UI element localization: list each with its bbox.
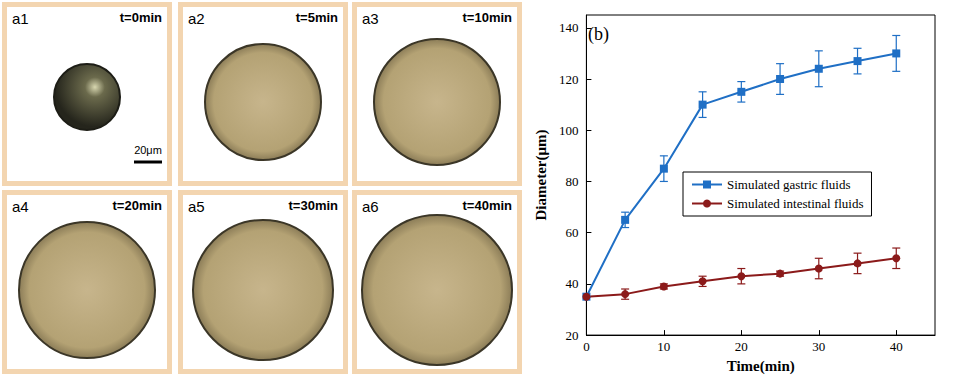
svg-text:(b): (b) [588,24,609,45]
svg-text:120: 120 [559,72,579,87]
svg-text:t=10min: t=10min [463,10,513,25]
svg-text:t=30min: t=30min [289,198,339,213]
svg-text:t=5min: t=5min [296,10,338,25]
svg-text:Time(min): Time(min) [727,358,795,375]
svg-text:10: 10 [657,339,670,354]
svg-text:t=40min: t=40min [463,198,513,213]
svg-text:Diameter(μm): Diameter(μm) [533,130,550,221]
svg-text:80: 80 [565,174,578,189]
svg-text:a6: a6 [362,198,379,215]
svg-text:a1: a1 [12,10,29,27]
svg-text:40: 40 [890,339,903,354]
svg-text:60: 60 [565,225,578,240]
svg-text:t=0min: t=0min [120,10,162,25]
svg-text:30: 30 [812,339,825,354]
svg-text:20: 20 [565,328,578,343]
svg-text:Simulated intestinal fluids: Simulated intestinal fluids [727,196,864,211]
svg-text:a4: a4 [12,198,29,215]
svg-text:40: 40 [565,276,578,291]
svg-text:20μm: 20μm [134,144,162,156]
svg-text:a2: a2 [188,10,205,27]
svg-text:20: 20 [735,339,748,354]
svg-text:100: 100 [559,123,579,138]
svg-text:Simulated gastric fluids: Simulated gastric fluids [727,177,850,192]
svg-text:a5: a5 [188,198,205,215]
svg-text:140: 140 [559,20,579,35]
svg-text:a3: a3 [362,10,379,27]
svg-text:t=20min: t=20min [113,198,163,213]
svg-text:0: 0 [583,339,590,354]
